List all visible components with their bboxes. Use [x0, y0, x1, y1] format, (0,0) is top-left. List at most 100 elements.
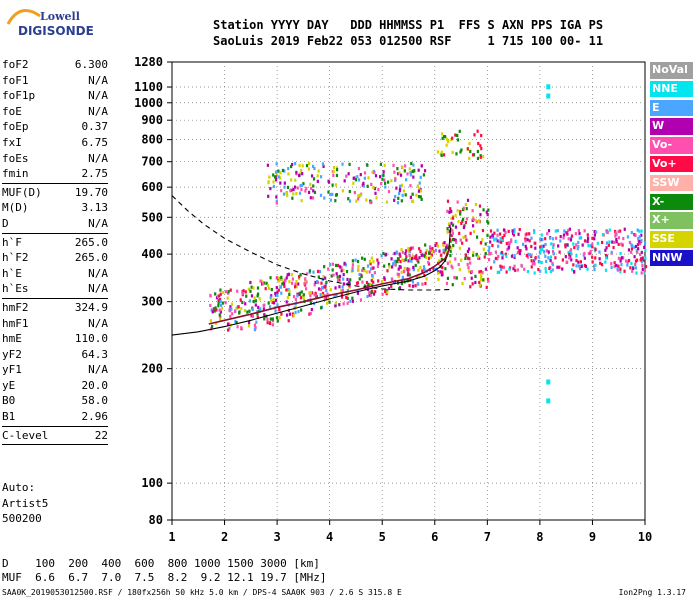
echo-point — [559, 239, 562, 243]
echo-point — [644, 256, 647, 260]
echo-point — [427, 260, 430, 264]
echo-point — [299, 296, 303, 300]
echo-point — [348, 162, 351, 167]
echo-point — [356, 175, 359, 179]
echo-point — [641, 264, 644, 268]
echo-point — [235, 306, 238, 310]
echo-point — [534, 256, 537, 260]
echo-point — [348, 280, 351, 285]
echo-point — [361, 280, 364, 284]
echo-point — [463, 276, 466, 281]
echo-point — [395, 251, 398, 255]
echo-point — [224, 290, 228, 294]
echo-point — [219, 303, 223, 307]
echo-point — [440, 257, 443, 261]
echo-point — [641, 256, 644, 260]
echo-point — [368, 259, 372, 264]
echo-point — [468, 269, 471, 273]
echo-point — [274, 175, 277, 179]
echo-point — [274, 178, 278, 182]
logo-digisonde: DIGISONDE — [18, 24, 94, 38]
echo-point — [482, 278, 485, 282]
param-value: N/A — [88, 316, 108, 330]
echo-point — [437, 271, 440, 275]
echo-point — [591, 260, 594, 264]
param-label: yE — [2, 378, 16, 392]
echo-point — [477, 254, 480, 259]
echo-point — [562, 233, 566, 237]
param-row-yf2: yF2 64.3 — [2, 347, 108, 363]
echo-point — [409, 195, 412, 199]
echo-point — [458, 231, 461, 235]
echo-point — [497, 244, 500, 248]
echo-point — [340, 269, 343, 273]
echo-point — [547, 229, 551, 233]
echo-point — [410, 259, 413, 263]
echo-point — [632, 266, 635, 270]
echo-point — [300, 199, 303, 203]
echo-point — [525, 253, 528, 258]
echo-point — [292, 295, 296, 299]
echo-point — [530, 265, 533, 269]
echo-point — [428, 250, 431, 254]
echo-point — [476, 156, 480, 161]
echo-point — [309, 301, 312, 305]
echo-point — [403, 266, 406, 271]
echo-point — [592, 264, 596, 268]
echo-point — [486, 219, 489, 223]
echo-point — [334, 263, 338, 268]
echo-point — [542, 244, 545, 248]
echo-point — [256, 312, 259, 316]
echo-point — [254, 326, 257, 330]
echo-point — [406, 268, 409, 272]
echo-point — [307, 167, 311, 171]
echo-point — [256, 294, 259, 298]
echo-point — [327, 180, 331, 184]
echo-point — [229, 288, 232, 292]
echo-point — [493, 238, 496, 242]
echo-point — [275, 162, 278, 166]
echo-point — [214, 292, 217, 296]
autoscaling-info: Auto: Artist5 500200 — [2, 480, 48, 527]
echo-point — [465, 238, 468, 242]
x-tick-label: 3 — [273, 530, 280, 544]
echo-point — [309, 311, 312, 315]
echo-point — [442, 153, 446, 157]
echo-point — [481, 271, 484, 275]
echo-point — [387, 180, 390, 184]
echo-point — [472, 253, 475, 257]
echo-point — [219, 288, 222, 292]
param-label: hmF2 — [2, 300, 29, 314]
echo-point — [377, 187, 380, 192]
echo-point — [383, 163, 386, 167]
echo-point — [643, 269, 647, 273]
echo-point — [316, 280, 320, 285]
echo-point — [341, 288, 344, 293]
echo-point — [513, 230, 516, 235]
echo-point — [341, 162, 344, 166]
echo-point — [377, 261, 380, 265]
y-tick-label: 1000 — [134, 96, 163, 110]
echo-point — [366, 294, 369, 299]
echo-point — [617, 236, 621, 240]
echo-point — [549, 258, 552, 263]
echo-point — [442, 250, 445, 254]
echo-point — [627, 258, 631, 263]
x-tick-label: 10 — [638, 530, 652, 544]
param-row-fmin: fmin 2.75 — [2, 166, 108, 182]
echo-point — [294, 282, 297, 286]
echo-point — [544, 267, 547, 271]
echo-point — [628, 240, 632, 245]
param-label: foEs — [2, 151, 29, 165]
echo-point — [480, 147, 483, 151]
echo-point — [589, 249, 592, 253]
echo-point — [530, 244, 533, 249]
param-value: 265.0 — [74, 251, 108, 265]
echo-point — [363, 171, 367, 175]
echo-point — [305, 272, 309, 276]
echo-point — [335, 293, 338, 297]
echo-point — [513, 255, 516, 259]
echo-point — [335, 173, 339, 178]
echo-point — [411, 192, 414, 196]
echo-point — [221, 301, 224, 305]
